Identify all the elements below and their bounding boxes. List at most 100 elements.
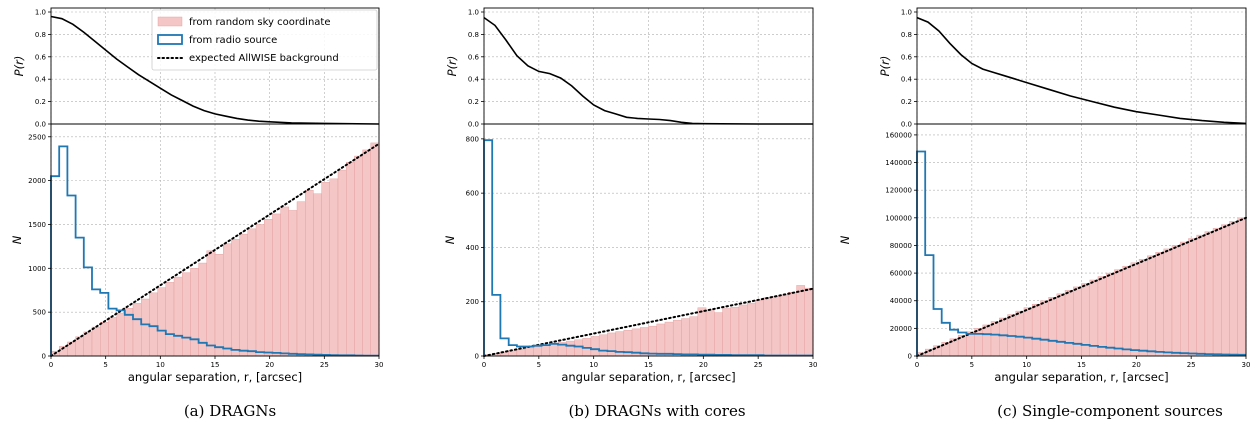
random-bar	[337, 169, 347, 357]
random-bar	[705, 309, 715, 357]
top-y-tick-label: 0.0	[901, 121, 912, 129]
random-bar	[524, 347, 534, 357]
random-bar	[771, 296, 781, 357]
random-bar	[280, 206, 290, 357]
bottom-y-tick-label: 80000	[890, 242, 912, 250]
random-bar	[974, 328, 984, 357]
bottom-y-tick-label: 140000	[885, 159, 912, 167]
random-bar	[91, 326, 101, 357]
x-tick-label: 0	[49, 361, 53, 369]
random-bar	[640, 327, 649, 357]
random-bar	[722, 308, 731, 357]
random-bar	[255, 224, 265, 357]
bottom-y-tick-label: 400	[466, 244, 479, 252]
random-bar	[116, 312, 125, 357]
random-bar	[549, 343, 559, 357]
random-bar	[1064, 290, 1074, 357]
random-bar	[1179, 241, 1189, 357]
top-y-tick-label: 0.8	[35, 31, 46, 39]
random-bar	[590, 336, 600, 357]
random-bar	[1105, 272, 1115, 357]
legend-label-random: from random sky coordinate	[189, 17, 331, 28]
random-bar	[190, 268, 199, 357]
random-bar	[296, 201, 306, 357]
random-bar	[1155, 252, 1164, 357]
legend-swatch-random	[157, 16, 183, 27]
random-bar	[370, 142, 380, 357]
random-bar	[346, 161, 355, 357]
random-bar	[83, 331, 93, 357]
radio-step-line	[916, 150, 1246, 356]
panel-c: 0.0 0.2 0.4 0.6 0.8 1.0 0 20000 40000 60000 80000 1…	[838, 7, 1250, 384]
random-bar	[990, 321, 1000, 357]
radio-step-line	[483, 139, 813, 357]
legend-box	[151, 9, 378, 71]
random-bar	[999, 317, 1008, 357]
bottom-y-tick-label: 20000	[890, 325, 912, 333]
random-bar	[1196, 234, 1206, 357]
legend-label-expected: expected AllWISE background	[189, 53, 339, 64]
top-y-tick-label: 0.0	[468, 121, 479, 129]
random-bar	[788, 292, 797, 357]
top-y-axis-label: P(r)	[12, 56, 26, 77]
probability-curve	[916, 16, 1247, 125]
top-y-tick-label: 0.6	[35, 53, 47, 61]
top-y-tick-label: 0.6	[468, 53, 480, 61]
bottom-y-tick-label: 1000	[28, 265, 46, 273]
legend-label-radio: from radio source	[189, 35, 277, 46]
bottom-y-tick-label: 160000	[885, 131, 912, 139]
random-bar	[313, 193, 322, 357]
bottom-y-axis-label: N	[838, 235, 852, 244]
x-tick-label: 15	[644, 361, 653, 369]
x-tick-label: 5	[537, 361, 541, 369]
random-bar	[516, 349, 526, 357]
bottom-y-tick-label: 100000	[885, 214, 912, 222]
random-bar	[714, 312, 723, 357]
caption-c: (c) Single-component sources	[997, 402, 1223, 420]
x-tick-label: 15	[211, 361, 220, 369]
top-y-tick-label: 0.8	[901, 31, 912, 39]
random-bar	[206, 250, 216, 357]
random-bar	[1048, 297, 1058, 357]
random-bar	[1130, 262, 1140, 357]
random-bar	[99, 322, 109, 357]
bottom-y-tick-label: 2500	[28, 133, 46, 141]
random-bar	[1097, 276, 1107, 357]
random-bar	[747, 302, 756, 357]
panel-b: 0.0 0.2 0.4 0.6 0.8 1.0 0 200 400 600 800 0 5 10 15 20 2…	[443, 7, 817, 384]
random-bar	[67, 341, 76, 357]
bottom-y-tick-label: 800	[466, 135, 479, 143]
random-bar	[1212, 227, 1222, 357]
top-y-tick-label: 0.2	[35, 98, 46, 106]
x-tick-label: 20	[1132, 361, 1141, 369]
random-bar	[1188, 238, 1197, 357]
bottom-y-tick-label: 0	[908, 353, 912, 361]
random-bar	[648, 325, 657, 357]
top-y-tick-label: 0.4	[468, 76, 480, 84]
random-bar	[1237, 217, 1247, 357]
random-bar	[214, 254, 224, 357]
random-bar	[1147, 255, 1156, 357]
probability-curve	[50, 15, 380, 125]
random-bar	[173, 276, 183, 357]
random-bar	[1204, 231, 1214, 357]
x-tick-label: 5	[970, 361, 974, 369]
random-bar	[763, 297, 773, 357]
top-y-tick-label: 0.6	[901, 53, 913, 61]
x-axis-label: angular separation, r, [arcsec]	[994, 370, 1168, 384]
radio-step-line	[50, 145, 379, 357]
x-tick-label: 20	[699, 361, 708, 369]
random-bar	[1015, 310, 1025, 357]
random-bar	[247, 228, 257, 357]
random-bar	[672, 319, 682, 357]
random-bar	[598, 334, 608, 357]
bottom-y-tick-label: 200	[466, 298, 479, 306]
x-tick-label: 25	[320, 361, 329, 369]
caption-b: (b) DRAGNs with cores	[568, 402, 746, 420]
random-bar	[231, 239, 240, 357]
bottom-y-tick-label: 600	[466, 190, 479, 198]
random-bar	[329, 178, 339, 357]
random-bar	[1122, 265, 1132, 357]
random-bar	[689, 316, 699, 357]
bottom-y-tick-label: 0	[475, 353, 479, 361]
